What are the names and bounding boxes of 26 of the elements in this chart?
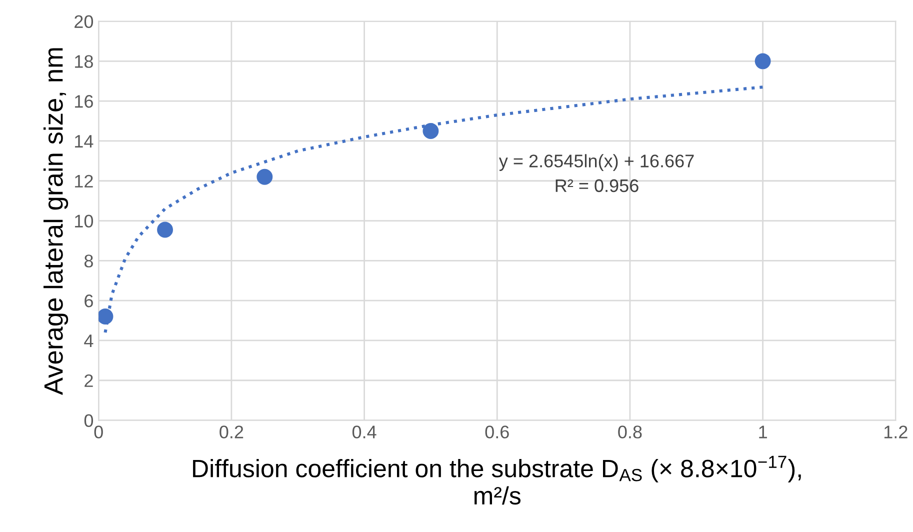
- point: [256, 168, 273, 185]
- text: Diffusion coefficient on the substrate D$_{AS}$ (× 8.8×10$^{−17}$), m²/s: [193, 456, 801, 505]
- point: [98, 308, 114, 325]
- y-tick-label: 8: [84, 254, 93, 268]
- y-tick-label: 0: [84, 414, 94, 427]
- x-tick-label: 0.2: [220, 426, 244, 438]
- y-tick-label: 18: [75, 55, 93, 68]
- point: [422, 123, 439, 139]
- point: [754, 53, 771, 70]
- y-tick-label: 10: [75, 214, 94, 228]
- x-tick-label: 0.4: [352, 426, 376, 438]
- point: [157, 222, 174, 238]
- y-axis-title: Average lateral grain size, nm: [44, 48, 68, 396]
- x-tick-label: 1: [759, 426, 767, 438]
- x-tick-label: 0: [94, 426, 103, 438]
- x-tick-label: 0.6: [485, 426, 509, 438]
- y-tick-label: 16: [75, 95, 93, 108]
- y-tick-label: 12: [75, 174, 93, 188]
- y-tick-label: 6: [84, 294, 93, 308]
- y-tick-label: 4: [84, 334, 94, 348]
- y-tick-label: 20: [74, 15, 94, 28]
- x-tick-label: 0.8: [618, 426, 642, 438]
- x-tick-label: 1.2: [884, 426, 908, 438]
- y-tick-label: 14: [75, 135, 94, 148]
- annotation: y = 2.6545ln(x) + 16.667 R² = 0.956: [498, 154, 694, 192]
- y-tick-label: 2: [84, 374, 93, 387]
